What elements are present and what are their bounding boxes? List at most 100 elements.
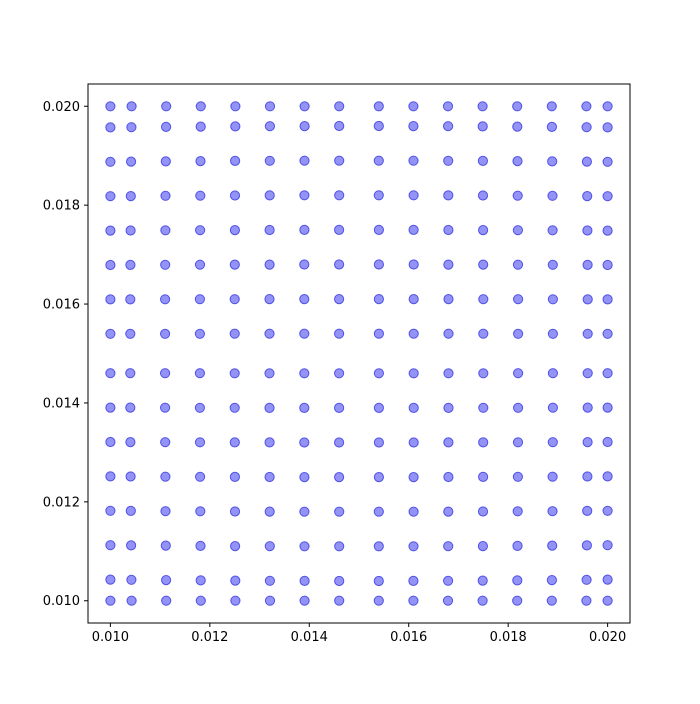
scatter-point xyxy=(195,471,206,482)
scatter-point xyxy=(512,101,523,112)
scatter-point xyxy=(334,595,345,606)
scatter-point xyxy=(230,121,241,132)
scatter-point xyxy=(125,328,136,339)
scatter-point xyxy=(582,328,593,339)
scatter-point xyxy=(125,225,136,236)
scatter-point xyxy=(334,368,345,379)
scatter-point xyxy=(299,368,310,379)
scatter-point xyxy=(373,155,384,166)
scatter-point xyxy=(373,259,384,270)
scatter-point xyxy=(125,368,136,379)
scatter-point xyxy=(477,575,488,586)
scatter-point xyxy=(512,225,524,236)
scatter-point xyxy=(299,402,310,413)
scatter-point xyxy=(582,368,593,379)
scatter-point xyxy=(334,437,345,448)
scatter-point xyxy=(513,328,524,339)
x-tick-label: 0.012 xyxy=(191,630,228,645)
scatter-point xyxy=(408,437,419,448)
scatter-point xyxy=(264,328,275,339)
scatter-point xyxy=(443,328,454,339)
scatter-point xyxy=(602,505,613,516)
scatter-point xyxy=(477,190,489,201)
scatter-point xyxy=(264,595,276,606)
scatter-point xyxy=(105,122,116,133)
scatter-point xyxy=(512,156,523,167)
scatter-point xyxy=(373,472,384,483)
scatter-point xyxy=(582,505,593,516)
scatter-point xyxy=(512,437,524,448)
scatter-point xyxy=(602,225,613,236)
scatter-point xyxy=(581,540,593,551)
scatter-point xyxy=(195,595,206,606)
scatter-point xyxy=(373,575,384,587)
scatter-point xyxy=(547,294,559,305)
scatter-point xyxy=(602,259,613,271)
scatter-point xyxy=(581,101,592,112)
scatter-point xyxy=(195,540,206,552)
scatter-point xyxy=(125,259,136,270)
scatter-point xyxy=(373,595,384,606)
scatter-point xyxy=(299,294,310,305)
scatter-point xyxy=(229,225,240,236)
scatter-point xyxy=(299,575,310,587)
scatter-point xyxy=(299,224,310,235)
plot-frame xyxy=(87,83,631,624)
x-tick-label: 0.020 xyxy=(589,630,626,645)
scatter-point xyxy=(105,328,116,339)
scatter-point xyxy=(602,101,613,112)
scatter-point xyxy=(125,294,136,305)
scatter-point xyxy=(195,575,206,586)
scatter-point xyxy=(230,595,241,606)
scatter-point xyxy=(195,156,206,167)
scatter-point xyxy=(547,368,559,379)
y-tick-label: 0.018 xyxy=(43,199,80,214)
scatter-point xyxy=(477,506,489,517)
scatter-point xyxy=(581,574,592,585)
scatter-point xyxy=(408,328,419,339)
scatter-point xyxy=(602,328,613,339)
scatter-point xyxy=(602,574,613,585)
scatter-point xyxy=(160,328,171,339)
scatter-point xyxy=(230,155,241,166)
scatter-point xyxy=(160,471,171,482)
scatter-point xyxy=(105,156,116,167)
scatter-point xyxy=(161,101,172,112)
scatter-point xyxy=(408,368,419,379)
scatter-point xyxy=(546,121,558,133)
scatter-point xyxy=(264,368,275,379)
y-tick-label: 0.014 xyxy=(43,396,80,411)
scatter-point xyxy=(126,156,137,167)
scatter-point xyxy=(477,541,488,552)
scatter-point xyxy=(443,224,454,236)
scatter-point xyxy=(334,259,345,270)
scatter-point xyxy=(373,101,384,112)
scatter-point xyxy=(373,437,384,448)
scatter-point xyxy=(160,259,171,270)
scatter-point xyxy=(229,437,240,448)
scatter-point xyxy=(264,506,275,517)
scatter-point xyxy=(582,191,593,202)
scatter-point xyxy=(299,259,310,270)
scatter-point xyxy=(160,506,171,517)
scatter-point xyxy=(160,368,171,379)
scatter-point xyxy=(546,575,558,586)
scatter-point xyxy=(299,121,310,132)
scatter-point xyxy=(334,541,345,552)
scatter-point xyxy=(602,471,613,482)
scatter-point xyxy=(229,506,241,517)
scatter-point xyxy=(512,506,523,517)
scatter-point xyxy=(160,225,171,236)
scatter-point xyxy=(582,402,593,413)
scatter-point xyxy=(408,575,419,587)
scatter-point xyxy=(299,506,310,517)
scatter-point xyxy=(581,156,593,167)
scatter-point xyxy=(443,437,454,448)
x-tick-label: 0.014 xyxy=(291,630,328,645)
scatter-point xyxy=(264,101,276,112)
scatter-point xyxy=(161,121,172,133)
scatter-point xyxy=(546,595,557,606)
scatter-point xyxy=(230,541,241,552)
